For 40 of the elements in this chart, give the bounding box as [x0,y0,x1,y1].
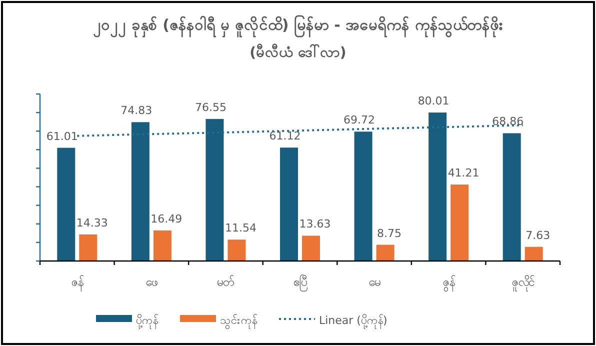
bar [79,234,98,261]
bar [153,230,172,261]
legend-label: ပို့ကုန် [136,314,158,329]
x-tick-label: ဧပြီ [293,274,308,292]
x-tick-label: ဇူလိုင် [511,274,534,292]
bar [131,122,150,261]
data-label: 61.01 [46,130,78,143]
data-label: 7.63 [526,228,550,242]
data-label: 16.49 [150,212,182,226]
data-label: 41.21 [448,166,480,180]
x-tick-label: ဇွန် [442,274,456,292]
chart-subtitle: (မီလီယံ ဒေါ်လာ) [250,44,346,61]
x-tick-label: မတ် [217,274,234,289]
bar [450,184,469,261]
legend-label: သွင်းကုန် [220,314,257,329]
bar [302,236,320,261]
data-label: 14.33 [76,216,108,230]
bar [57,148,76,261]
bar [228,240,246,261]
bar [524,246,543,261]
data-label: 11.54 [224,222,256,235]
data-label: 80.01 [418,94,450,108]
data-label: 8.75 [377,226,402,240]
data-label: 68.86 [492,115,524,128]
legend-label: Linear (ပို့ကုန်) [319,314,388,329]
chart-title: ၂၀၂၂ ခုနှစ် (ဇန်နဝါရီ မှ ဇူလိုင်ထိ) မြန်မာ - အမေရိကန် ကုန်သွယ်တန်ဖိုး [93,14,503,38]
bar [206,118,224,261]
bar [502,133,521,261]
bar [428,112,447,261]
bar [354,132,372,261]
x-tick-label: မေ [368,275,380,289]
x-tick-label: ဖေ [145,275,158,289]
data-label: 74.83 [120,104,152,118]
bar [280,148,298,261]
data-label: 69.72 [344,114,376,127]
data-label: 61.12 [269,130,301,143]
data-label: 13.63 [299,218,331,231]
data-label: 76.55 [194,100,226,114]
x-tick-label: ဇန် [71,274,84,292]
bar [376,244,394,261]
